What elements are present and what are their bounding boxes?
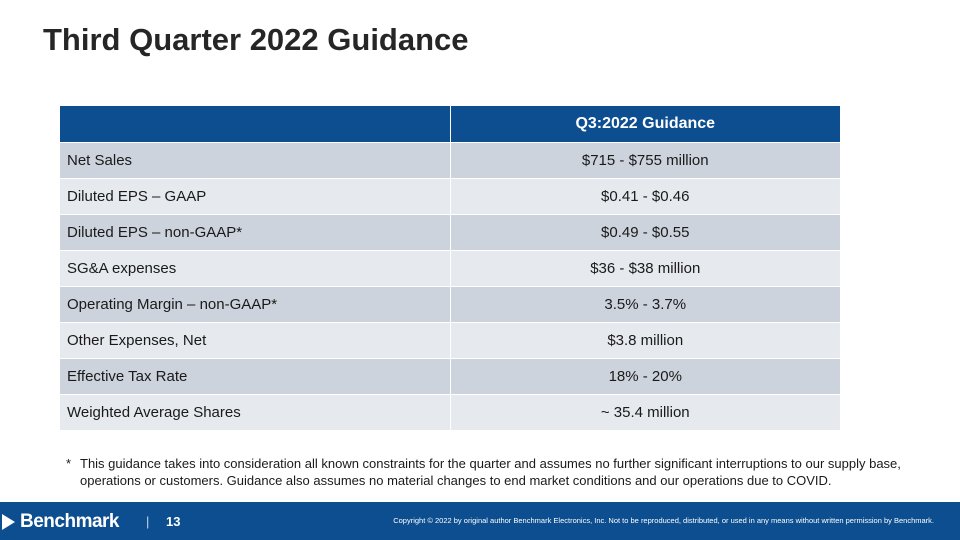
- footnote-text: This guidance takes into consideration a…: [80, 456, 901, 488]
- page-title: Third Quarter 2022 Guidance: [43, 22, 469, 57]
- guidance-table: Q3:2022 Guidance Net Sales $715 - $755 m…: [60, 106, 840, 431]
- table-row: SG&A expenses $36 - $38 million: [60, 250, 840, 287]
- copyright-notice: Copyright © 2022 by original author Benc…: [393, 516, 934, 525]
- row-value: $0.49 - $0.55: [450, 214, 840, 251]
- row-label: Operating Margin – non-GAAP*: [60, 286, 451, 323]
- table-row: Weighted Average Shares ~ 35.4 million: [60, 394, 840, 431]
- table-row: Net Sales $715 - $755 million: [60, 142, 840, 179]
- row-value: $36 - $38 million: [450, 250, 840, 287]
- table-header-guidance: Q3:2022 Guidance: [450, 106, 840, 143]
- row-value: $3.8 million: [450, 322, 840, 359]
- footnote-asterisk: *: [66, 456, 72, 471]
- row-label: Diluted EPS – non-GAAP*: [60, 214, 451, 251]
- logo-text: Benchmark: [20, 511, 120, 532]
- table-row: Diluted EPS – non-GAAP* $0.49 - $0.55: [60, 214, 840, 251]
- footer-separator: |: [146, 514, 150, 529]
- footer-bar: Benchmark | 13 Copyright © 2022 by origi…: [0, 502, 960, 540]
- row-value: $715 - $755 million: [450, 142, 840, 179]
- table-row: Effective Tax Rate 18% - 20%: [60, 358, 840, 395]
- row-value: 3.5% - 3.7%: [450, 286, 840, 323]
- play-triangle-icon: [2, 514, 15, 530]
- table-row: Other Expenses, Net $3.8 million: [60, 322, 840, 359]
- row-value: ~ 35.4 million: [450, 394, 840, 431]
- row-label: Net Sales: [60, 142, 451, 179]
- page-number: 13: [166, 514, 181, 529]
- row-value: $0.41 - $0.46: [450, 178, 840, 215]
- benchmark-logo: Benchmark: [0, 511, 120, 532]
- row-label: Diluted EPS – GAAP: [60, 178, 451, 215]
- table-row: Diluted EPS – GAAP $0.41 - $0.46: [60, 178, 840, 215]
- row-label: SG&A expenses: [60, 250, 451, 287]
- row-label: Effective Tax Rate: [60, 358, 451, 395]
- table-row: Operating Margin – non-GAAP* 3.5% - 3.7%: [60, 286, 840, 323]
- footnote: * This guidance takes into consideration…: [66, 455, 926, 489]
- row-label: Weighted Average Shares: [60, 394, 451, 431]
- row-label: Other Expenses, Net: [60, 322, 451, 359]
- row-value: 18% - 20%: [450, 358, 840, 395]
- table-header-row: Q3:2022 Guidance: [60, 106, 840, 143]
- table-header-blank: [60, 106, 451, 143]
